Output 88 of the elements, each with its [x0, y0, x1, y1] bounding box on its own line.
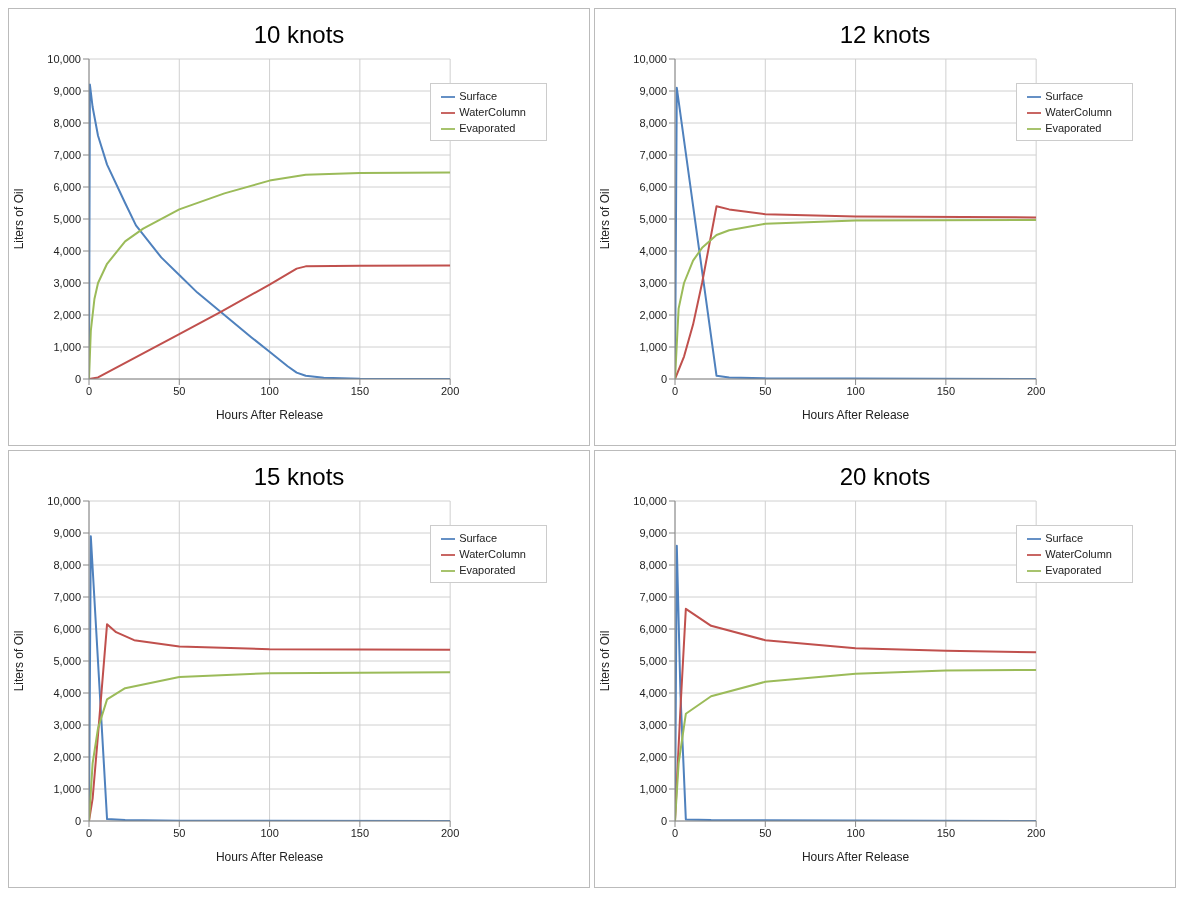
x-tick-label: 0: [671, 384, 679, 397]
y-tick-label: 2,000: [639, 308, 667, 321]
x-axis-title: Hours After Release: [215, 408, 324, 422]
y-tick-label: 9,000: [639, 526, 667, 539]
y-tick-label: 5,000: [53, 654, 81, 667]
legend-label: WaterColumn: [1045, 106, 1112, 119]
y-tick-label: 6,000: [53, 180, 81, 193]
y-tick-label: 8,000: [639, 116, 667, 129]
x-tick-label: 150: [350, 384, 370, 397]
y-tick-label: 3,000: [53, 718, 81, 731]
y-tick-label: 4,000: [53, 244, 81, 257]
x-tick-label: 50: [759, 826, 772, 839]
y-tick-label: 2,000: [53, 750, 81, 763]
y-tick-label: 0: [74, 372, 81, 385]
chart-title: 20 knots: [838, 462, 932, 492]
y-axis-title: Liters of Oil: [12, 630, 27, 692]
y-tick-label: 9,000: [53, 84, 81, 97]
x-tick-label: 100: [846, 826, 865, 839]
x-tick-label: 0: [85, 826, 93, 839]
y-tick-label: 6,000: [53, 622, 81, 635]
y-tick-label: 0: [74, 814, 81, 827]
legend-label: Evaporated: [1045, 122, 1102, 135]
x-tick-label: 50: [173, 826, 186, 839]
x-tick-label: 200: [440, 384, 460, 397]
y-tick-label: 8,000: [53, 558, 81, 571]
y-tick-label: 10,000: [633, 494, 667, 507]
y-tick-label: 4,000: [53, 686, 81, 699]
y-axis-title: Liters of Oil: [12, 188, 27, 250]
x-tick-label: 150: [936, 826, 956, 839]
y-tick-label: 7,000: [639, 148, 667, 161]
y-tick-label: 9,000: [639, 84, 667, 97]
y-tick-label: 1,000: [639, 340, 667, 353]
y-tick-label: 6,000: [639, 180, 667, 193]
legend-label: Surface: [1045, 532, 1084, 544]
x-tick-label: 100: [260, 826, 279, 839]
legend-label: WaterColumn: [1045, 548, 1112, 561]
legend-label: Evaporated: [459, 122, 516, 135]
y-tick-label: 6,000: [639, 622, 667, 635]
y-tick-label: 1,000: [639, 782, 667, 795]
y-axis-title: Liters of Oil: [598, 630, 613, 692]
y-tick-label: 4,000: [639, 686, 667, 699]
x-tick-label: 200: [1026, 826, 1046, 839]
x-tick-label: 200: [440, 826, 460, 839]
y-tick-label: 10,000: [47, 494, 81, 507]
y-tick-label: 8,000: [53, 116, 81, 129]
legend-label: Evaporated: [459, 564, 516, 577]
y-tick-label: 8,000: [639, 558, 667, 571]
x-tick-label: 150: [936, 384, 956, 397]
legend-label: WaterColumn: [459, 106, 526, 119]
x-axis-title: Hours After Release: [801, 850, 910, 864]
x-tick-label: 50: [173, 384, 186, 397]
y-tick-label: 10,000: [633, 52, 667, 65]
x-tick-label: 100: [260, 384, 279, 397]
x-tick-label: 0: [671, 826, 679, 839]
y-tick-label: 7,000: [53, 148, 81, 161]
y-tick-label: 2,000: [639, 750, 667, 763]
y-tick-label: 7,000: [53, 590, 81, 603]
y-tick-label: 1,000: [53, 340, 81, 353]
y-tick-label: 10,000: [47, 52, 81, 65]
y-tick-label: 3,000: [53, 276, 81, 289]
y-tick-label: 9,000: [53, 526, 81, 539]
y-tick-label: 1,000: [53, 782, 81, 795]
x-tick-label: 200: [1026, 384, 1046, 397]
y-tick-label: 0: [660, 372, 667, 385]
x-axis-title: Hours After Release: [215, 850, 324, 864]
legend-label: WaterColumn: [459, 548, 526, 561]
x-tick-label: 100: [846, 384, 865, 397]
y-tick-label: 5,000: [639, 654, 667, 667]
y-tick-label: 4,000: [639, 244, 667, 257]
y-tick-label: 2,000: [53, 308, 81, 321]
x-tick-label: 150: [350, 826, 370, 839]
y-tick-label: 5,000: [53, 212, 81, 225]
legend-label: Surface: [1045, 90, 1084, 102]
y-tick-label: 7,000: [639, 590, 667, 603]
y-axis-title: Liters of Oil: [598, 188, 613, 250]
legend-label: Evaporated: [1045, 564, 1102, 577]
chart-title: 10 knots: [252, 20, 346, 50]
y-tick-label: 3,000: [639, 718, 667, 731]
y-tick-label: 5,000: [639, 212, 667, 225]
x-tick-label: 0: [85, 384, 93, 397]
chart-title: 15 knots: [252, 462, 346, 492]
legend-label: Surface: [459, 532, 498, 544]
y-tick-label: 0: [660, 814, 667, 827]
x-axis-title: Hours After Release: [801, 408, 910, 422]
y-tick-label: 3,000: [639, 276, 667, 289]
legend-label: Surface: [459, 90, 498, 102]
chart-title: 12 knots: [838, 20, 932, 50]
x-tick-label: 50: [759, 384, 772, 397]
